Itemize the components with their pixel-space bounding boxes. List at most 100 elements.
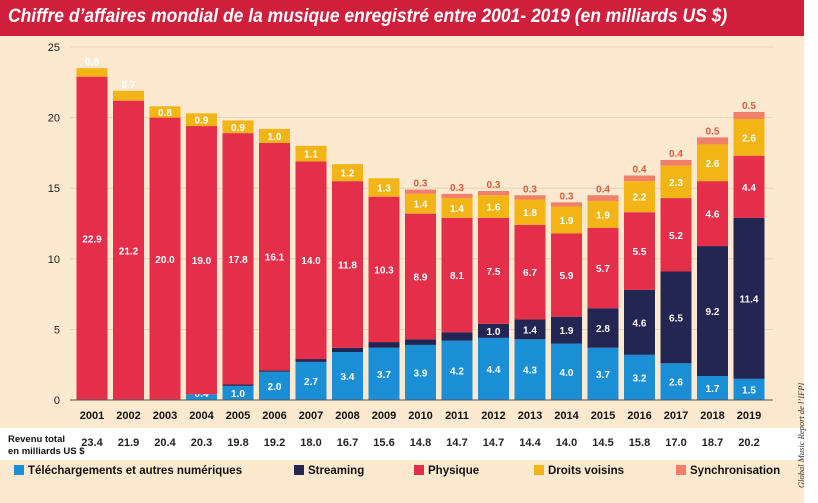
data-label: 0.3: [560, 191, 574, 202]
bar-segment: [295, 361, 327, 400]
total-value: 18.0: [300, 437, 321, 449]
data-label: 4.4: [742, 183, 756, 194]
bar-segment: [295, 145, 327, 162]
bar-segment: [660, 159, 692, 166]
total-value: 14.7: [483, 437, 504, 449]
bar-segment: [222, 120, 254, 134]
data-label: 4.3: [523, 366, 537, 377]
bar-segment: [259, 370, 290, 372]
bar-segment: [441, 340, 473, 400]
data-label: 1.4: [414, 200, 428, 211]
data-label: 3.9: [414, 368, 428, 379]
data-label: 1.9: [560, 326, 574, 337]
bar-segment: [587, 308, 619, 348]
bar-segment: [295, 161, 327, 360]
total-value: 19.2: [264, 437, 285, 449]
data-label: 4.4: [487, 365, 501, 376]
bar-segment: [624, 289, 655, 355]
y-tick-label: 15: [48, 183, 60, 195]
data-label: 22.9: [82, 234, 102, 245]
bar-segment: [478, 337, 509, 400]
bar-segment: [551, 316, 582, 344]
bar-segment: [441, 217, 473, 333]
data-label: 1.4: [450, 204, 464, 215]
data-label: 5.5: [633, 247, 647, 258]
data-label: 5.2: [669, 231, 683, 242]
bar-segment: [186, 113, 217, 127]
bar-segment: [332, 164, 363, 182]
data-label: 19.0: [192, 256, 212, 267]
bar-segment: [259, 143, 290, 371]
legend-label: Streaming: [308, 465, 364, 477]
x-tick-label: 2001: [80, 410, 104, 422]
bar-segment: [149, 106, 181, 118]
data-label: 3.7: [377, 370, 391, 381]
data-label: 0.7: [122, 80, 136, 91]
legend-swatch: [676, 465, 686, 475]
bar-segment: [222, 385, 254, 400]
x-tick-label: 2019: [737, 410, 761, 422]
data-label: 7.5: [487, 267, 501, 278]
bar-segment: [551, 233, 582, 317]
data-label: 1.9: [596, 210, 610, 221]
legend-swatch: [294, 465, 304, 475]
bar-segment: [332, 181, 363, 348]
data-label: 0.3: [523, 184, 537, 195]
total-value: 18.7: [702, 437, 723, 449]
bar-segment: [332, 347, 363, 352]
bar-segment: [697, 246, 728, 376]
data-label: 2.6: [742, 133, 756, 144]
data-label: 21.2: [119, 246, 139, 257]
data-label: 0.3: [414, 179, 428, 190]
legend-label: Physique: [428, 465, 479, 477]
x-tick-label: 2011: [445, 410, 469, 422]
bar-segment: [587, 200, 619, 228]
data-label: 6.5: [669, 313, 683, 324]
total-value: 16.7: [337, 437, 358, 449]
x-tick-label: 2003: [153, 410, 177, 422]
bar-segment: [259, 371, 290, 400]
bar-segment: [551, 343, 582, 400]
data-label: 11.8: [338, 260, 357, 271]
x-tick-label: 2004: [189, 410, 214, 422]
data-label: 14.0: [301, 256, 321, 267]
legend-swatch: [14, 465, 24, 475]
data-label: 2.3: [669, 178, 683, 189]
y-tick-label: 5: [54, 324, 60, 336]
y-tick-label: 10: [48, 254, 60, 266]
bar-segment: [76, 76, 108, 400]
total-value: 17.0: [665, 437, 686, 449]
bar-segment: [332, 351, 363, 400]
bar-segment: [514, 339, 546, 400]
total-value: 14.5: [592, 437, 613, 449]
y-tick-label: 0: [54, 395, 60, 407]
bar-segment: [259, 128, 290, 144]
total-value: 21.9: [118, 437, 139, 449]
x-tick-label: 2005: [226, 410, 250, 422]
x-tick-label: 2012: [481, 410, 505, 422]
total-value: 14.4: [519, 437, 541, 449]
data-label: 2.6: [706, 159, 720, 170]
bar-segment: [405, 213, 436, 340]
legend-label: Téléchargements et autres numériques: [28, 465, 242, 477]
bar-segment: [697, 181, 728, 247]
data-label: 2.6: [669, 378, 683, 389]
data-label: 4.6: [633, 318, 647, 329]
bar-segment: [624, 212, 655, 290]
data-label: 2.2: [633, 193, 647, 204]
bar-segment: [624, 181, 655, 213]
x-tick-label: 2016: [627, 410, 651, 422]
bar-segment: [368, 178, 400, 197]
totals-band: [0, 428, 804, 460]
data-label: 10.3: [374, 265, 394, 276]
total-value: 20.2: [738, 437, 759, 449]
legend-swatch: [414, 465, 424, 475]
legend-label: Synchronisation: [690, 465, 780, 477]
data-label: 0.4: [596, 184, 610, 195]
bar-segment: [478, 191, 509, 196]
total-value: 15.8: [629, 437, 650, 449]
bar-segment: [186, 126, 217, 395]
data-label: 16.1: [265, 253, 285, 264]
data-label: 0.4: [669, 149, 683, 160]
